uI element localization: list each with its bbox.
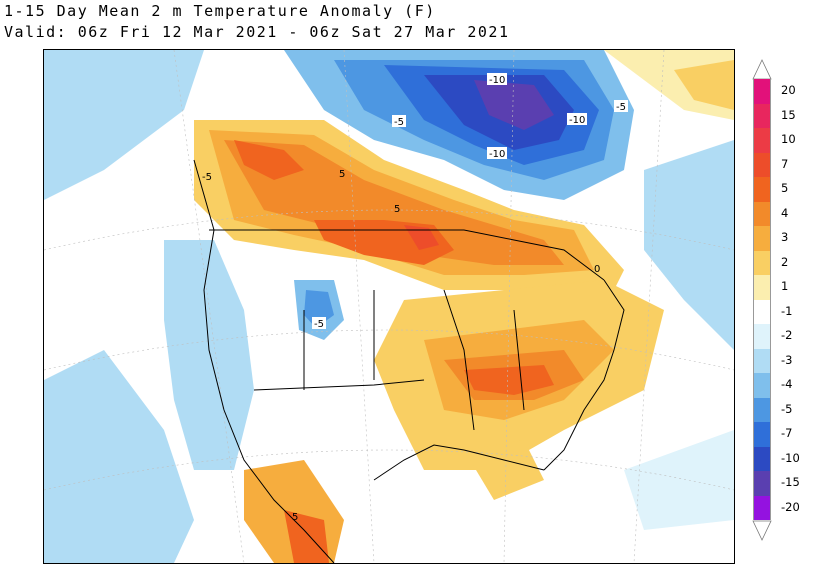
colorbar-label: -5 (781, 401, 793, 416)
colorbar-swatch (753, 446, 771, 471)
colorbar-label: 10 (781, 132, 796, 146)
contour-label: -5 (314, 319, 324, 330)
contour-label: 0 (594, 264, 600, 275)
contour-label: -5 (394, 117, 404, 128)
valid-time: Valid: 06z Fri 12 Mar 2021 - 06z Sat 27 … (4, 23, 510, 41)
colorbar-label: 2 (781, 254, 789, 269)
colorbar: 20 15 10 7 5 4 3 2 1 -1 -2 -3 -4 -5 -7 -10 -15 -20 (751, 55, 832, 578)
contour-label: -10 (569, 115, 585, 126)
colorbar-swatch (753, 152, 771, 177)
colorbar-swatch (753, 373, 771, 398)
colorbar-label: -3 (781, 352, 793, 367)
contour-label: -5 (616, 102, 626, 113)
colorbar-label: -20 (781, 499, 800, 514)
colorbar-swatch (753, 250, 771, 275)
colorbar-label: 20 (781, 83, 796, 97)
colorbar-swatch (753, 201, 771, 226)
anomaly-map: -10 -10 -10 -5 -5 5 5 -5 -5 5 0 (43, 49, 735, 564)
colorbar-label: 3 (781, 230, 789, 244)
colorbar-swatch (753, 495, 771, 520)
colorbar-swatch (753, 275, 771, 300)
colorbar-swatch (753, 299, 771, 324)
colorbar-swatch (753, 324, 771, 349)
colorbar-swatch (753, 471, 771, 496)
colorbar-swatch (753, 226, 771, 251)
colorbar-label: -10 (781, 450, 800, 465)
colorbar-swatch (753, 103, 771, 128)
colorbar-label: -1 (781, 303, 793, 318)
chart-title: 1-15 Day Mean 2 m Temperature Anomaly (F… (4, 2, 436, 20)
colorbar-swatch (753, 79, 771, 104)
colorbar-bottom-cap (752, 520, 772, 541)
colorbar-label: -15 (781, 475, 800, 489)
colorbar-label: -2 (781, 328, 793, 342)
contour-label: -10 (489, 75, 505, 86)
colorbar-label: 7 (781, 156, 789, 171)
contour-label: -10 (489, 149, 505, 160)
contour-label: 5 (292, 512, 298, 523)
colorbar-swatch (753, 397, 771, 422)
contour-label: 5 (339, 169, 345, 180)
colorbar-swatch (753, 177, 771, 202)
colorbar-label: 15 (781, 107, 796, 122)
contour-label: 5 (394, 204, 400, 215)
colorbar-swatch (753, 128, 771, 153)
colorbar-top-cap (752, 59, 772, 80)
colorbar-label: 1 (781, 279, 789, 293)
colorbar-label: 4 (781, 205, 789, 220)
colorbar-swatch (753, 422, 771, 447)
contour-label: -5 (202, 172, 212, 183)
colorbar-swatch (753, 348, 771, 373)
colorbar-label: -7 (781, 426, 793, 440)
colorbar-label: -4 (781, 377, 793, 391)
colorbar-label: 5 (781, 181, 789, 195)
